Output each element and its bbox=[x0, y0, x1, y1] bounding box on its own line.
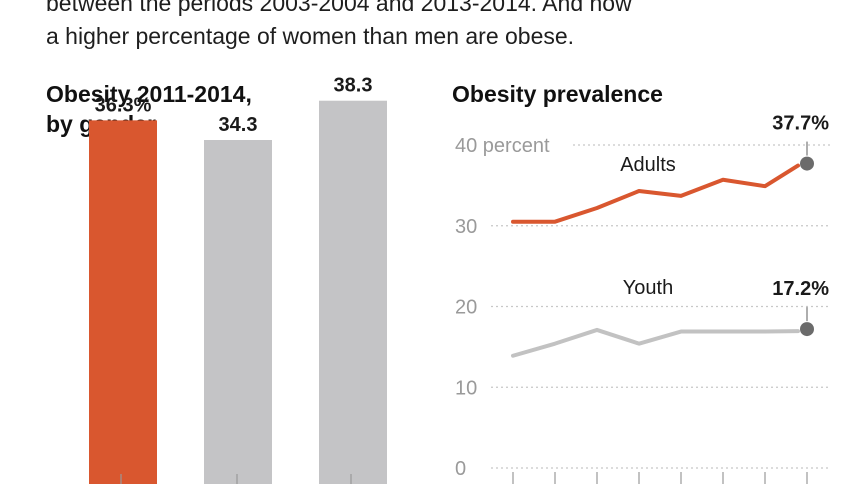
end-point-adults bbox=[800, 156, 814, 171]
series-label-youth: Youth bbox=[623, 277, 673, 299]
series-label-adults: Adults bbox=[620, 154, 676, 176]
line-chart: 40 percent 30 20 10 0 37.7% Adults 17.2% Youth bbox=[455, 113, 830, 484]
y-tick-label-20: 20 bbox=[455, 297, 477, 319]
bar-value-label-1: 36.3% bbox=[95, 94, 152, 116]
intro-line-1: between the periods 2003-2004 and 2013-2… bbox=[46, 0, 632, 16]
end-label-youth: 17.2% bbox=[772, 278, 829, 300]
bar-chart-title-line-1: Obesity 2011-2014, bbox=[46, 81, 252, 107]
bar-value-label-2: 34.3 bbox=[219, 114, 258, 136]
y-tick-label-40: 40 percent bbox=[455, 135, 550, 157]
intro-text: between the periods 2003-2004 and 2013-2… bbox=[46, 0, 846, 53]
series-line-youth bbox=[511, 327, 800, 358]
series-line-adults bbox=[511, 163, 800, 224]
y-tick-label-10: 10 bbox=[455, 377, 477, 399]
intro-line-2: a higher percentage of women than men ar… bbox=[46, 23, 575, 49]
line-chart-title: Obesity prevalence bbox=[452, 79, 663, 109]
bar-2 bbox=[204, 140, 272, 484]
end-point-youth bbox=[800, 322, 814, 337]
bar-1 bbox=[89, 120, 157, 484]
bar-value-label-3: 38.3 bbox=[334, 75, 373, 97]
y-tick-label-0: 0 bbox=[455, 458, 466, 480]
y-tick-label-30: 30 bbox=[455, 216, 477, 238]
bar-chart: 36.3% 34.3 38.3 bbox=[89, 75, 387, 484]
end-label-adults: 37.7% bbox=[772, 113, 829, 135]
bar-3 bbox=[319, 100, 387, 484]
line-chart-title-text: Obesity prevalence bbox=[452, 81, 663, 107]
